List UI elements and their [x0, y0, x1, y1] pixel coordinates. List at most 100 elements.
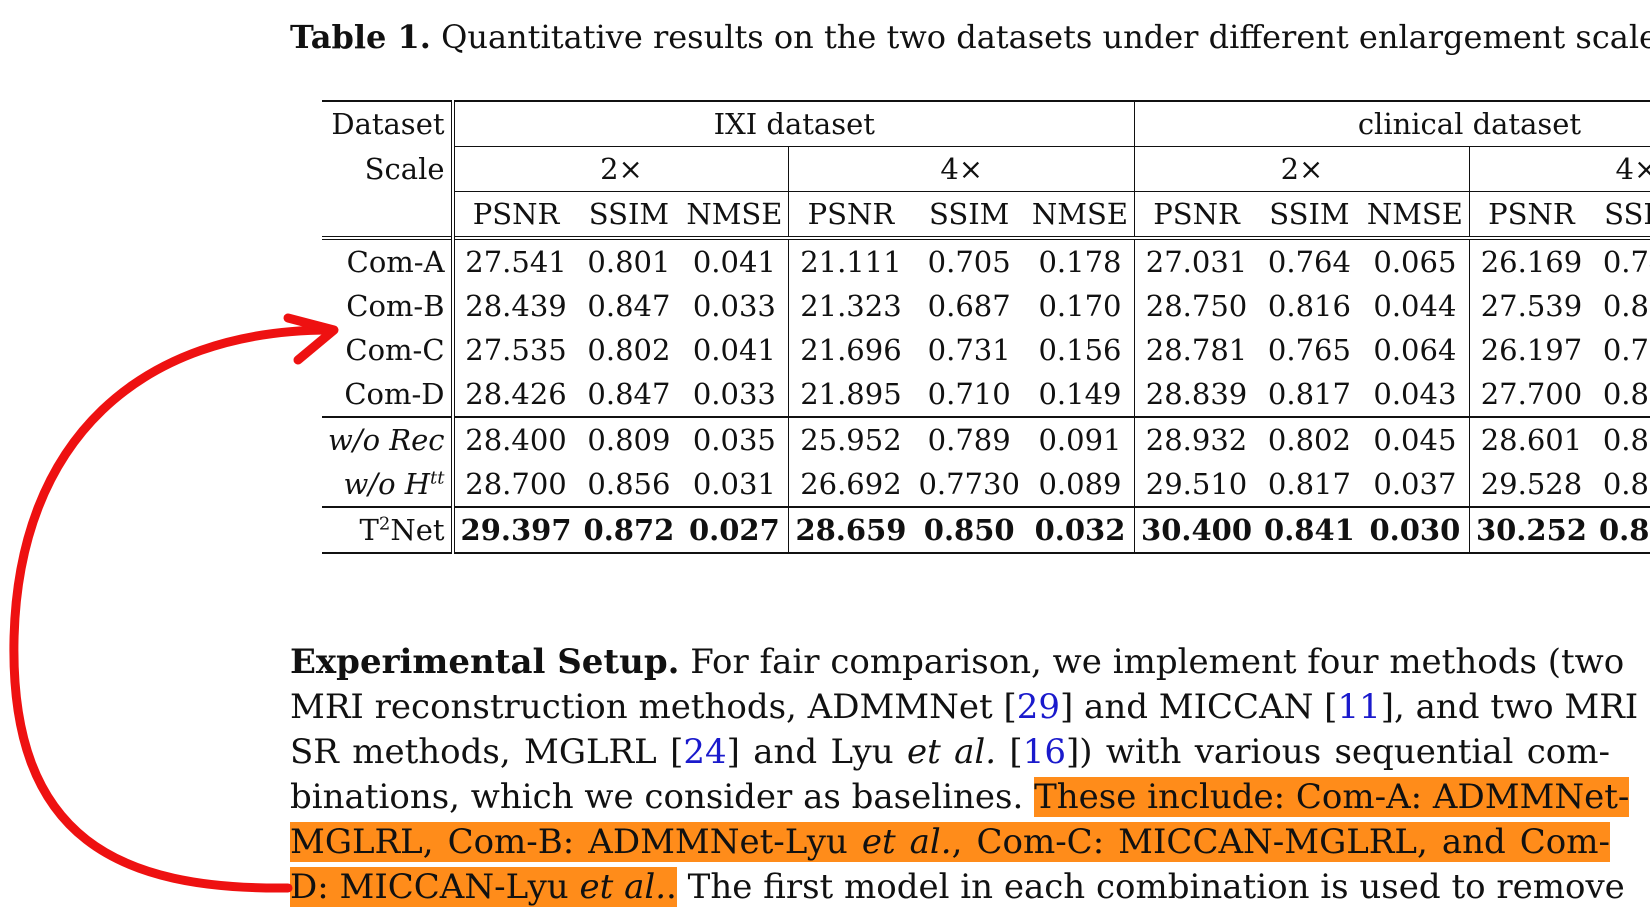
- table-cell: 30.400: [1134, 506, 1259, 554]
- table-cell: 0.847: [587, 289, 671, 323]
- paragraph-text: MGLRL, Com-B: ADMMNet-Lyu: [290, 822, 862, 862]
- citation-link-29[interactable]: 29: [1016, 687, 1060, 727]
- table-row: w/o Rec 28.400 0.809 0.035 25.952 0.789 0.091 2…: [322, 416, 1650, 462]
- paragraph-text: [: [996, 732, 1023, 772]
- header-metric: SSIM: [1258, 191, 1361, 238]
- row-label: T2Net: [322, 506, 453, 554]
- citation-link-11[interactable]: 11: [1337, 687, 1381, 727]
- table-cell: 0.041: [680, 236, 789, 284]
- paragraph-line-2: MRI reconstruction methods, ADMMNet [29]…: [290, 685, 1638, 730]
- header-scale-label: Scale: [364, 152, 445, 186]
- table-cell: 27.535: [450, 328, 578, 372]
- table-cell: 0.840: [1592, 506, 1650, 554]
- header-scale: 4×: [788, 146, 1135, 192]
- caption-label: Table 1.: [290, 18, 431, 56]
- header-metric: NMSE: [1360, 191, 1470, 238]
- table-cell: 0.764: [1258, 236, 1361, 284]
- citation-link-24[interactable]: 24: [683, 732, 727, 772]
- paragraph-text: ] and Lyu: [726, 732, 907, 772]
- table-cell: 0.819: [1592, 416, 1650, 462]
- table-cell: 0.817: [1267, 377, 1351, 411]
- table-cell: 0.032: [1025, 506, 1135, 554]
- row-label-text: Com-B: [346, 289, 445, 323]
- table-cell: 27.541: [450, 236, 578, 284]
- row-label-text: w/o H: [343, 467, 431, 501]
- citation-link-16[interactable]: 16: [1022, 732, 1066, 772]
- table-cell: 28.700: [450, 462, 578, 507]
- row-label: w/o Htt: [322, 462, 453, 507]
- paragraph-text: ] and MICCAN [: [1059, 687, 1338, 727]
- table-cell: 21.323: [788, 284, 913, 328]
- paragraph-text-italic: et al.: [906, 732, 997, 772]
- paragraph-text: ], and two MRI: [1380, 687, 1639, 727]
- row-label: Com-A: [322, 236, 453, 284]
- table-row: Com-B 28.439 0.847 0.033 21.323 0.687 0.170 28.…: [322, 284, 1650, 328]
- table-cell: 21.895: [788, 372, 913, 417]
- table-cell: 0.801: [577, 236, 681, 284]
- table-cell: 0.156: [1038, 333, 1122, 367]
- header-row-dataset: Dataset IXI dataset clinical dataset: [322, 100, 1650, 147]
- paragraph-line-6: D: MICCAN-Lyu et al.. The first model in…: [290, 865, 1625, 910]
- paragraph-text: binations, which we consider as baseline…: [290, 777, 1035, 817]
- paragraph-text: MRI reconstruction methods, ADMMNet [: [290, 687, 1017, 727]
- table-row: w/o Htt 28.700 0.856 0.031 26.692 0.7730 0.089…: [322, 462, 1650, 507]
- paragraph-text: ]) with various sequential com-: [1065, 732, 1611, 772]
- row-label-superscript: 2: [378, 513, 391, 535]
- paragraph-text: The first model in each combination is u…: [676, 867, 1625, 907]
- row-label-text: Com-C: [345, 333, 445, 367]
- paragraph-line-3: SR methods, MGLRL [24] and Lyu et al. [1…: [290, 730, 1610, 775]
- table-cell: 26.169: [1468, 236, 1593, 284]
- table-cell: 0.033: [692, 289, 776, 323]
- paragraph-line-5: MGLRL, Com-B: ADMMNet-Lyu et al., Com-C:…: [290, 820, 1610, 865]
- table-cell: 0.803: [1602, 289, 1650, 323]
- row-label: Com-D: [322, 372, 453, 417]
- table-cell: 0.065: [1360, 236, 1470, 284]
- table-cell: 0.765: [1267, 333, 1351, 367]
- row-label-text: Net: [390, 513, 445, 547]
- table-cell: 0.044: [1373, 289, 1457, 323]
- table-cell: 0.031: [692, 467, 776, 501]
- table-cell: 0.170: [1038, 289, 1122, 323]
- results-table: Dataset IXI dataset clinical dataset Scale 2…: [322, 100, 1650, 554]
- header-dataset-name: IXI dataset: [450, 100, 1135, 147]
- table-cell: 0.149: [1038, 377, 1122, 411]
- table-cell: 28.750: [1134, 284, 1259, 328]
- table-cell: 29.510: [1134, 462, 1259, 507]
- table-cell: 0.178: [1025, 236, 1135, 284]
- header-metric: NMSE: [680, 191, 789, 238]
- table-cell: 0.043: [1373, 377, 1457, 411]
- table-cell: 0.687: [927, 289, 1011, 323]
- header-scale: 2×: [1134, 146, 1470, 192]
- table-row: Com-C 27.535 0.802 0.041 21.696 0.731 0.156 28.…: [322, 328, 1650, 372]
- header-metric: SSIM: [912, 191, 1026, 238]
- table-cell: 0.705: [912, 236, 1026, 284]
- table-row: Com-A 27.541 0.801 0.041 21.111 0.705 0.178 27.…: [322, 236, 1650, 284]
- header-metric: SSIM: [1592, 191, 1650, 238]
- table-cell: 28.400: [450, 416, 578, 462]
- header-scale: 2×: [450, 146, 789, 192]
- table-cell: 0.710: [927, 377, 1011, 411]
- table-cell: 27.539: [1468, 284, 1593, 328]
- header-dataset-label: Dataset: [322, 100, 453, 147]
- table-cell: 0.815: [1602, 377, 1650, 411]
- table-cell: 0.089: [1038, 467, 1122, 501]
- table-cell: 28.932: [1134, 416, 1259, 462]
- row-label-text: w/o Rec: [328, 423, 445, 457]
- paragraph-text: .: [666, 867, 677, 907]
- paragraph-text: For fair comparison, we implement four m…: [679, 642, 1625, 682]
- table-cell: 0.064: [1373, 333, 1457, 367]
- header-metric: PSNR: [788, 191, 913, 238]
- paragraph-line-1: Experimental Setup. For fair comparison,…: [290, 640, 1624, 685]
- highlighted-text: MGLRL, Com-B: ADMMNet-Lyu et al., Com-C:…: [290, 822, 1610, 862]
- paragraph-text: , Com-C: MICCAN-MGLRL, and Com-: [951, 822, 1610, 862]
- header-metric: PSNR: [450, 191, 578, 238]
- header-dataset-name: clinical dataset: [1134, 100, 1650, 147]
- table-cell: 28.839: [1134, 372, 1259, 417]
- row-label: w/o Rec: [322, 416, 453, 462]
- table-cell: 0.816: [1267, 289, 1351, 323]
- header-metric: PSNR: [1134, 191, 1259, 238]
- row-label-text: Com-D: [344, 377, 445, 411]
- table-cell: 0.751: [1602, 333, 1650, 367]
- header-row-metric: PSNR SSIM NMSE PSNR SSIM NMSE PSNR SSIM NMSE PSNR…: [322, 191, 1650, 238]
